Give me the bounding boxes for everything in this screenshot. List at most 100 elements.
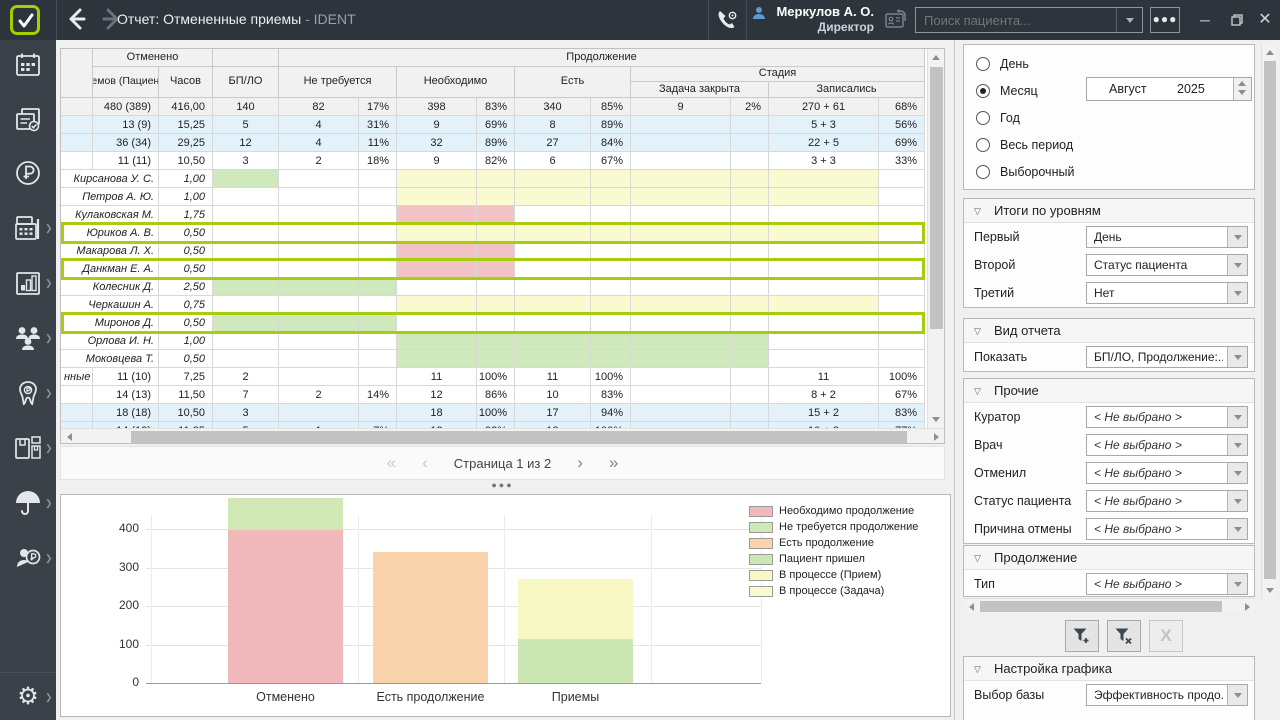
radio-icon[interactable] — [976, 165, 990, 179]
table-cell[interactable] — [591, 242, 631, 260]
next-page-button[interactable]: › — [577, 448, 583, 478]
filter-select-Статус пациента[interactable]: < Не выбрано > — [1086, 490, 1248, 512]
table-cell[interactable] — [279, 332, 359, 350]
table-cell[interactable]: 3 — [213, 404, 279, 422]
table-cell[interactable] — [397, 314, 477, 332]
table-cell[interactable]: 14% — [359, 386, 397, 404]
dropdown-button[interactable] — [1227, 435, 1247, 455]
table-cell[interactable]: Орлова И. Н. — [61, 332, 159, 350]
table-cell[interactable]: 12 — [397, 386, 477, 404]
table-cell[interactable] — [477, 314, 515, 332]
table-cell[interactable] — [397, 242, 477, 260]
table-cell[interactable] — [515, 332, 591, 350]
table-cell[interactable] — [213, 278, 279, 296]
scroll-down-icon[interactable] — [1262, 582, 1278, 598]
table-cell[interactable] — [359, 404, 397, 422]
table-cell[interactable] — [879, 350, 925, 368]
table-cell[interactable] — [515, 350, 591, 368]
table-cell[interactable] — [769, 350, 879, 368]
spinner-buttons[interactable] — [1233, 78, 1251, 100]
table-cell[interactable] — [279, 188, 359, 206]
table-cell[interactable] — [397, 260, 477, 278]
table-cell[interactable]: 270 + 61 — [769, 98, 879, 116]
table-cell[interactable] — [61, 116, 93, 134]
filter-select-Отменил[interactable]: < Не выбрано > — [1086, 462, 1248, 484]
table-cell[interactable]: 0,50 — [159, 350, 213, 368]
table-cell[interactable] — [397, 332, 477, 350]
table-cell[interactable] — [397, 296, 477, 314]
table-cell[interactable] — [61, 98, 93, 116]
table-cell[interactable]: 22 + 5 — [769, 134, 879, 152]
table-cell[interactable] — [631, 368, 731, 386]
table-cell[interactable] — [279, 278, 359, 296]
table-cell[interactable] — [397, 224, 477, 242]
table-cell[interactable]: 0,50 — [159, 224, 213, 242]
table-cell[interactable] — [477, 332, 515, 350]
table-cell[interactable]: 83% — [477, 98, 515, 116]
table-cell[interactable] — [397, 170, 477, 188]
table-cell[interactable]: 1,75 — [159, 206, 213, 224]
table-cell[interactable] — [591, 278, 631, 296]
table-cell[interactable] — [879, 242, 925, 260]
table-cell[interactable] — [61, 386, 93, 404]
table-cell[interactable] — [61, 134, 93, 152]
table-cell[interactable] — [279, 350, 359, 368]
table-cell[interactable]: 398 — [397, 98, 477, 116]
dropdown-button[interactable] — [1227, 519, 1247, 539]
table-cell[interactable] — [359, 206, 397, 224]
dropdown-button[interactable] — [1227, 347, 1247, 367]
table-cell[interactable] — [731, 404, 769, 422]
table-cell[interactable]: Макарова Л. Х. — [61, 242, 159, 260]
table-cell[interactable] — [279, 368, 359, 386]
table-cell[interactable]: 14 (13) — [93, 386, 159, 404]
table-cell[interactable] — [879, 296, 925, 314]
table-cell[interactable] — [397, 350, 477, 368]
table-cell[interactable]: 83% — [591, 386, 631, 404]
filter-select-Второй[interactable]: Статус пациента — [1086, 254, 1248, 276]
table-cell[interactable]: 13 (9) — [93, 116, 159, 134]
patient-card-return-icon[interactable] — [884, 8, 910, 37]
table-cell[interactable] — [397, 278, 477, 296]
table-cell[interactable] — [515, 206, 591, 224]
table-cell[interactable]: 11 (11) — [93, 152, 159, 170]
patient-search-input[interactable] — [924, 11, 1094, 29]
more-options-button[interactable]: ●●● — [1150, 7, 1180, 33]
filter-select-Выбор базы[interactable]: Эффективность продо... — [1086, 684, 1248, 706]
table-cell[interactable]: 5 — [213, 116, 279, 134]
table-cell[interactable]: 86% — [477, 386, 515, 404]
phone-calls-button[interactable] — [708, 0, 746, 40]
table-cell[interactable]: 2 — [279, 386, 359, 404]
table-cell[interactable]: 8 + 2 — [769, 386, 879, 404]
table-cell[interactable]: Миронов Д. — [61, 314, 159, 332]
table-cell[interactable] — [731, 368, 769, 386]
table-cell[interactable]: 68% — [879, 98, 925, 116]
table-cell[interactable]: 9 — [631, 98, 731, 116]
filter-select-Куратор[interactable]: < Не выбрано > — [1086, 406, 1248, 428]
continuation-header[interactable]: ▽Продолжение — [964, 546, 1254, 570]
table-cell[interactable]: 56% — [879, 116, 925, 134]
table-cell[interactable]: 12 — [213, 134, 279, 152]
table-cell[interactable]: 7 — [213, 386, 279, 404]
table-cell[interactable]: 100% — [591, 368, 631, 386]
table-cell[interactable] — [515, 224, 591, 242]
table-cell[interactable] — [731, 278, 769, 296]
table-cell[interactable] — [477, 260, 515, 278]
table-cell[interactable] — [213, 296, 279, 314]
filter-select-Показать[interactable]: БП/ЛО, Продолжение:... — [1086, 346, 1248, 368]
table-cell[interactable] — [213, 260, 279, 278]
insurance-icon[interactable] — [13, 488, 43, 518]
table-cell[interactable]: 100% — [477, 368, 515, 386]
radio-icon[interactable] — [976, 138, 990, 152]
table-cell[interactable]: 84% — [591, 134, 631, 152]
table-cell[interactable]: 1,00 — [159, 170, 213, 188]
restore-button[interactable] — [1222, 0, 1252, 40]
payments-icon[interactable] — [13, 158, 43, 188]
table-cell[interactable]: нные — [61, 368, 93, 386]
table-cell[interactable] — [769, 188, 879, 206]
table-cell[interactable] — [731, 152, 769, 170]
table-cell[interactable] — [279, 404, 359, 422]
table-cell[interactable] — [879, 170, 925, 188]
table-cell[interactable] — [631, 116, 731, 134]
table-vscroll-thumb[interactable] — [930, 67, 943, 329]
table-cell[interactable]: 11 (10) — [93, 368, 159, 386]
